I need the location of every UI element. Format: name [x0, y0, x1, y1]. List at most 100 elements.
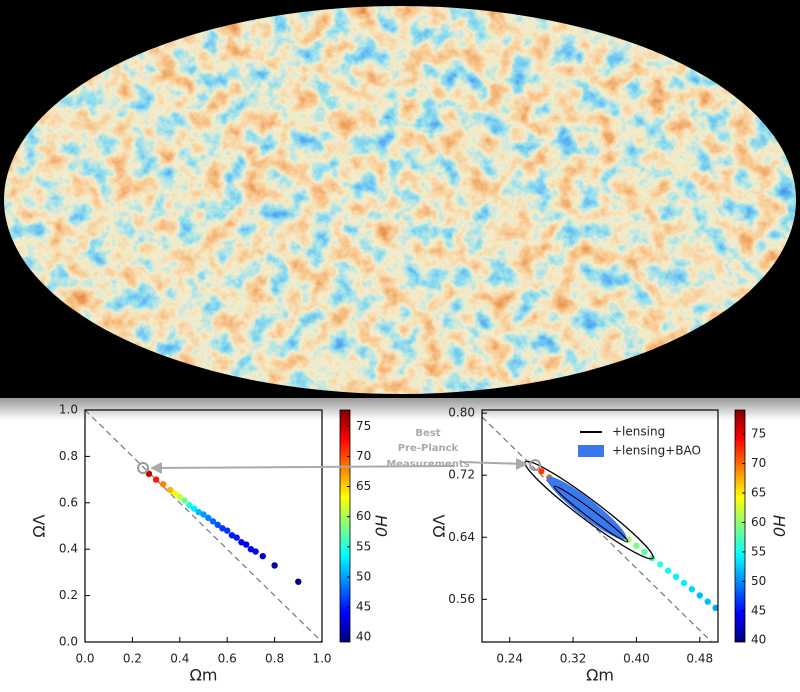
point: [242, 541, 250, 548]
colorbar-tick-label: 60: [356, 509, 371, 523]
x-tick-label: 0.6: [218, 652, 237, 666]
point: [219, 525, 226, 532]
x-tick-label: 0.2: [123, 652, 142, 666]
y-tick-label: 0.64: [448, 530, 475, 544]
point: [167, 486, 174, 494]
legend-label: +lensing+BAO: [612, 444, 701, 458]
frame: [84, 409, 323, 643]
colorbar-tick-label: 55: [356, 539, 371, 553]
y-tick-label: 0.0: [59, 635, 78, 649]
contour-lensing-inner: [553, 485, 629, 543]
point: [209, 518, 217, 525]
contour-bao: [546, 476, 627, 540]
point: [214, 521, 221, 529]
point: [664, 567, 672, 574]
x-tick-label: 0.8: [265, 652, 284, 666]
point: [625, 536, 632, 543]
point: [696, 592, 703, 599]
plot: +lensing +lensing+BAO 0.24 0.32 0.40 0.48 0.56…: [430, 406, 789, 685]
point: [160, 481, 167, 488]
cmb-map: [4, 6, 796, 394]
colorbar-tick-label: 45: [356, 600, 371, 614]
point: [271, 562, 278, 569]
legend-swatch: [578, 445, 604, 457]
point: [538, 468, 545, 475]
point: [152, 476, 160, 483]
point: [633, 542, 640, 549]
x-tick-label: 0.0: [75, 652, 94, 666]
point: [641, 548, 648, 556]
point: [295, 578, 302, 585]
point: [176, 493, 183, 501]
arrow: [151, 465, 456, 469]
x-axis-label: Ωm: [190, 666, 218, 685]
y-axis-label: ΩΛ: [430, 514, 449, 537]
arrow-head: [150, 462, 162, 474]
point: [656, 561, 664, 568]
colorbar-tick-label: 70: [356, 449, 371, 463]
point: [186, 501, 193, 509]
point: [712, 604, 718, 612]
annotation: Pre-Planck: [398, 443, 459, 454]
plots: 0.0 0.2 0.4 0.6 0.8 1.0 0.0 0.2 0.4 0.6 0.8 1.0 Ωm ΩΛ…: [30, 403, 789, 685]
annotation: Measurements: [386, 459, 469, 470]
frame: [481, 409, 719, 643]
y-tick-label: 0.80: [448, 406, 475, 420]
contour-lensing: [524, 460, 654, 560]
point: [672, 573, 680, 581]
point: [688, 586, 696, 593]
reference-line: [482, 416, 713, 642]
point: [171, 490, 179, 497]
colorbar-tick-label: 50: [751, 574, 766, 588]
arrow: [461, 461, 527, 465]
point: [145, 470, 153, 477]
point: [233, 534, 240, 541]
x-tick-label: 0.24: [496, 652, 523, 666]
legend-label: +lensing: [612, 425, 665, 439]
y-tick-label: 0.8: [59, 449, 78, 463]
colorbar-tick-label: 70: [751, 456, 766, 470]
x-tick-label: 1.0: [312, 652, 331, 666]
colorbar: [734, 409, 746, 643]
x-tick-label: 0.48: [686, 652, 713, 666]
point: [228, 532, 236, 539]
point: [247, 546, 255, 553]
best-point: [529, 459, 542, 472]
y-tick-label: 0.6: [59, 495, 78, 509]
y-tick-label: 0.4: [59, 542, 78, 556]
colorbar: [339, 409, 351, 643]
y-axis-label: ΩΛ: [30, 514, 49, 537]
colorbar-tick-label: 60: [751, 515, 766, 529]
arrow-head: [516, 458, 528, 470]
colorbar-tick-label: 50: [356, 569, 371, 583]
point: [704, 598, 711, 605]
x-tick-label: 0.4: [170, 652, 189, 666]
colorbar-tick-label: 40: [751, 633, 766, 647]
point: [195, 508, 202, 516]
x-tick-label: 0.40: [623, 652, 650, 666]
point: [224, 527, 231, 534]
y-tick-label: 0.56: [448, 592, 475, 606]
reference-line: [85, 410, 322, 642]
colorbar-tick-label: 55: [751, 544, 766, 558]
plot: 0.0 0.2 0.4 0.6 0.8 1.0 0.0 0.2 0.4 0.6 0.8 1.0 Ωm ΩΛ…: [30, 403, 391, 685]
point: [680, 579, 688, 587]
point: [200, 511, 207, 518]
colorbar-tick-label: 45: [751, 603, 766, 617]
annotation: Best: [415, 428, 440, 439]
y-tick-label: 0.2: [59, 588, 78, 602]
colorbar-tick-label: 40: [356, 630, 371, 644]
point: [252, 548, 259, 555]
colorbar-label: H0: [770, 515, 789, 537]
point: [238, 539, 245, 546]
y-tick-label: 0.72: [448, 468, 475, 482]
shadow: [0, 398, 800, 420]
point: [190, 505, 198, 512]
plot-area: [482, 416, 718, 642]
point: [205, 514, 212, 522]
y-tick-label: 1.0: [59, 403, 78, 417]
colorbar-tick-label: 75: [356, 419, 371, 433]
colorbar-label: H0: [372, 515, 391, 537]
